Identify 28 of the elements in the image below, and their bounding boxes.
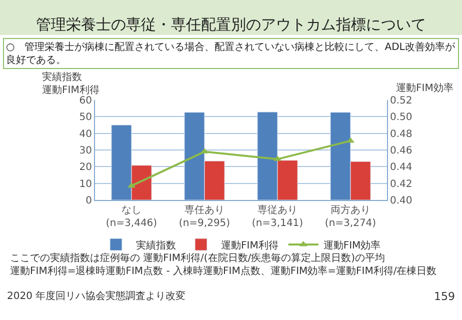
x-tick-label: 専従あり (n=3,141): [252, 204, 304, 229]
y2-tick-label: 0.48: [390, 128, 412, 140]
chart-subtitle: ○ 管理栄養士が病棟に配置されている場合、配置されていない病棟と比較にして、ADL改善効率が良好である。: [6, 41, 456, 66]
x-tick-label: 両方あり (n=3,274): [324, 204, 376, 229]
y2-tick-label: 0.44: [390, 162, 412, 174]
x-tick-label: なし (n=3,446): [106, 205, 158, 229]
y2-tick-label: 0.46: [390, 146, 412, 156]
text: 159: [434, 290, 455, 303]
x-tick-label: 専任あり (n=9,295): [178, 204, 230, 229]
y2-tick-label: 0.52: [390, 96, 412, 106]
y-tick-label: 10: [79, 178, 92, 190]
y-tick-label: 40: [79, 128, 92, 140]
text: 2020 年度回リハ協会実態調査より改変: [7, 290, 186, 302]
y-tick-label: 50: [79, 112, 92, 124]
text: ここでの実績指数は症例毎の 運動FIM利得/(在院日数/疾患毎の算定上限日数)の平均運動FIM利得=退棟時運動FIM点数 - 入棟時運動FIM点数、運動FIM効率=運動FIM利得/在棟日数: [10, 252, 437, 277]
legend-label: 運動FIM利得: [221, 239, 278, 252]
y-axis-title: 実績指数運動FIM利得: [42, 71, 100, 96]
legend-label: 実績指数: [136, 239, 176, 252]
y-tick-label: 60: [79, 96, 92, 106]
y-tick-label: 0: [86, 196, 92, 206]
y2-tick-label: 0.50: [390, 112, 412, 124]
y-tick-label: 20: [79, 162, 92, 174]
legend-label: 運動FIM効率: [323, 239, 381, 252]
y-tick-label: 30: [79, 146, 92, 156]
chart-title: 管理栄養士の専従・専任配置別のアウトカム指標について: [36, 16, 426, 34]
y2-axis-title: 運動FIM効率: [396, 82, 454, 94]
y2-tick-label: 0.42: [390, 178, 412, 190]
y2-tick-label: 0.40: [390, 196, 412, 206]
